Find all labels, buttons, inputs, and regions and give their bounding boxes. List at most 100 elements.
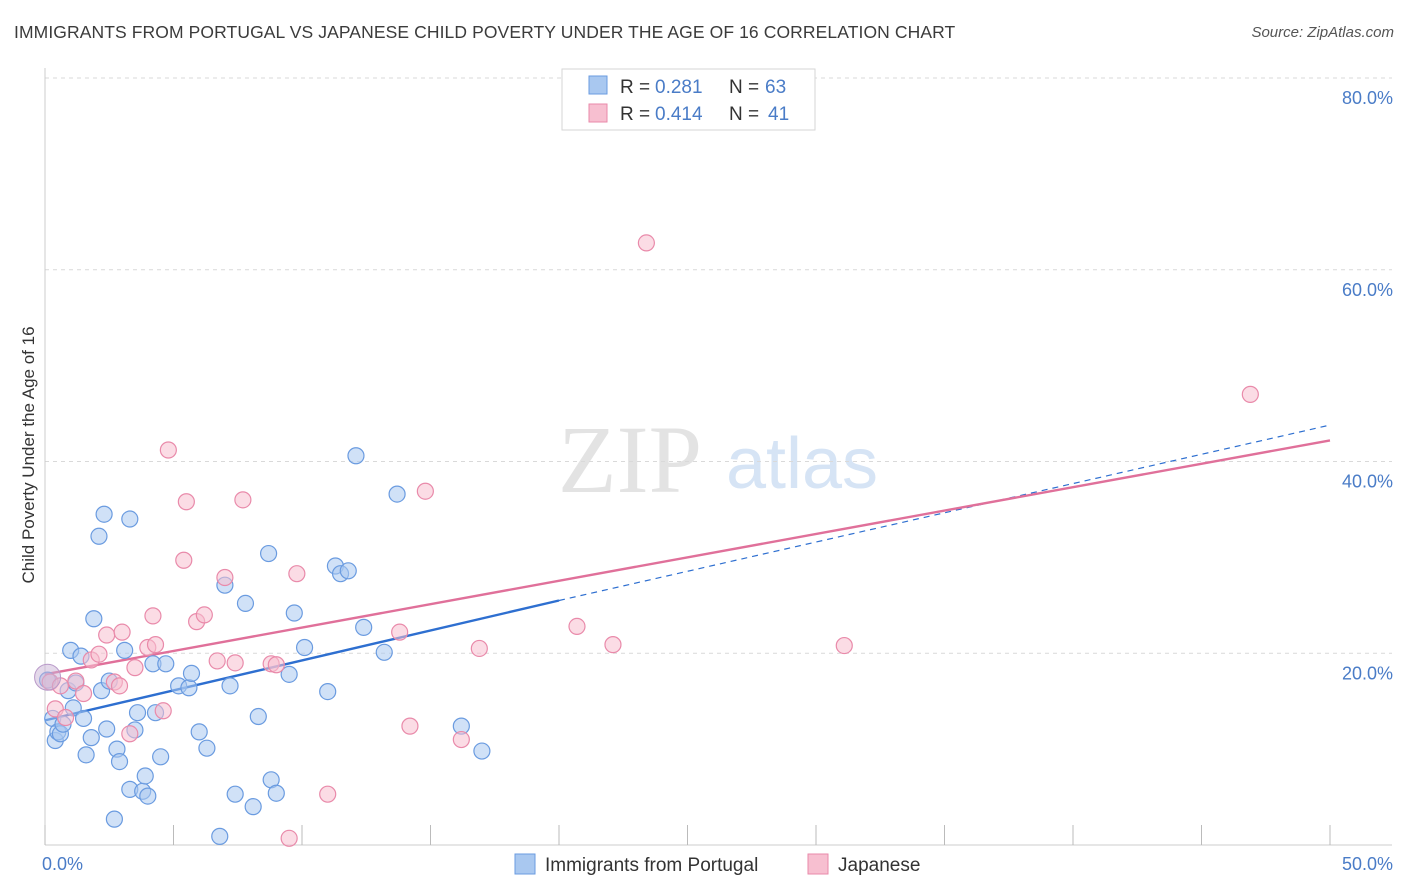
- point-pink-8: [98, 626, 116, 644]
- point-pink-19: [175, 551, 193, 569]
- point-pink-16: [146, 636, 165, 654]
- point-blue-47: [259, 544, 278, 563]
- point-pink-22: [195, 606, 213, 624]
- watermark: ZIP atlas: [558, 406, 878, 513]
- point-pink-12: [121, 725, 139, 743]
- point-pink-36: [470, 639, 488, 658]
- point-pink-23: [208, 652, 226, 670]
- point-blue-49: [267, 784, 285, 802]
- point-pink-26: [234, 491, 252, 509]
- point-blue-43: [226, 785, 244, 803]
- point-pink-4: [67, 672, 85, 690]
- legend-swatch-pink: [588, 103, 608, 123]
- bottom-legend-label-portugal: Immigrants from Portugal: [545, 855, 758, 876]
- source-label: Source: ZipAtlas.com: [1251, 24, 1394, 41]
- point-blue-29: [136, 767, 154, 785]
- point-blue-51: [285, 604, 303, 622]
- point-blue-20: [105, 810, 123, 828]
- point-blue-39: [198, 739, 216, 757]
- point-pink-37: [568, 617, 586, 636]
- point-blue-23: [116, 641, 134, 659]
- point-blue-11: [74, 709, 93, 728]
- axis-layer: 20.0% 40.0% 60.0% 80.0% 0.0% 50.0%: [42, 68, 1393, 874]
- point-blue-30: [139, 787, 157, 805]
- x-tick-label-50: 50.0%: [1342, 854, 1393, 874]
- point-pink-13: [126, 659, 144, 677]
- point-pink-28: [267, 656, 285, 674]
- y-tick-label-40: 40.0%: [1342, 472, 1393, 492]
- legend-r-label-1: R =: [620, 77, 650, 98]
- point-pink-7: [90, 645, 108, 663]
- point-blue-27: [128, 704, 147, 722]
- legend-swatch-blue: [588, 75, 608, 95]
- point-pink-35: [452, 730, 470, 749]
- bottom-legend-swatch-pink: [807, 853, 829, 875]
- point-blue-57: [347, 447, 365, 465]
- point-blue-60: [388, 485, 406, 503]
- trendline-pink: [44, 439, 1331, 676]
- point-blue-37: [182, 664, 201, 682]
- point-blue-14: [85, 610, 103, 628]
- y-tick-label-80: 80.0%: [1342, 88, 1393, 108]
- point-blue-17: [95, 505, 113, 523]
- point-blue-42: [221, 677, 239, 695]
- bottom-legend: Immigrants from Portugal Japanese: [514, 853, 920, 876]
- point-blue-33: [152, 748, 170, 766]
- point-blue-53: [319, 682, 337, 701]
- point-blue-59: [375, 643, 393, 661]
- point-blue-12: [77, 746, 95, 764]
- legend-r-label-2: R =: [620, 104, 650, 125]
- y-tick-label-20: 20.0%: [1342, 663, 1393, 683]
- points-layer: [34, 234, 1259, 847]
- point-blue-46: [249, 707, 267, 726]
- watermark-atlas: atlas: [726, 424, 878, 504]
- point-pink-29: [280, 829, 298, 847]
- bottom-legend-label-japanese: Japanese: [838, 855, 920, 876]
- trendline-blue: [44, 599, 560, 722]
- point-pink-25: [226, 654, 244, 672]
- point-pink-3: [56, 708, 75, 727]
- point-blue-58: [355, 618, 373, 636]
- point-blue-61: [473, 742, 491, 760]
- point-pink-40: [835, 636, 853, 655]
- point-blue-22: [110, 752, 129, 771]
- point-blue-36: [180, 679, 198, 697]
- point-pink-34: [416, 482, 434, 500]
- top-legend: R = 0.281 N = 63 R = 0.414 N = 41: [561, 68, 816, 131]
- point-blue-50: [280, 665, 298, 683]
- point-blue-45: [244, 798, 262, 816]
- point-blue-15: [90, 527, 108, 545]
- legend-r-value-1: 0.281: [655, 77, 703, 98]
- point-pink-5: [74, 684, 93, 703]
- point-pink-24: [216, 568, 234, 587]
- legend-n-label-2: N =: [729, 104, 759, 125]
- watermark-zip: ZIP: [558, 406, 702, 513]
- point-pink-18: [159, 441, 177, 459]
- legend-n-label-1: N =: [729, 77, 759, 98]
- point-blue-13: [82, 729, 100, 747]
- point-pink-41: [1241, 385, 1259, 403]
- point-pink-32: [391, 623, 409, 641]
- point-pink-33: [401, 717, 419, 735]
- point-blue-44: [236, 594, 255, 612]
- legend-r-value-2: 0.414: [655, 104, 703, 125]
- y-tick-label-60: 60.0%: [1342, 280, 1393, 300]
- point-blue-24: [121, 510, 139, 528]
- point-blue-40: [211, 827, 229, 845]
- point-blue-52: [295, 638, 314, 657]
- point-pink-31: [319, 785, 337, 803]
- grid-layer: [45, 77, 1392, 654]
- point-pink-10: [110, 677, 129, 695]
- point-pink-20: [177, 493, 195, 511]
- point-pink-15: [144, 607, 162, 625]
- point-pink-38: [604, 636, 622, 654]
- point-blue-34: [157, 655, 175, 673]
- legend-n-value-2: 41: [768, 104, 789, 125]
- bottom-legend-swatch-blue: [514, 853, 536, 875]
- x-tick-label-0: 0.0%: [42, 854, 83, 874]
- point-blue-18: [98, 720, 116, 738]
- trend-layer: [44, 424, 1331, 722]
- point-blue-38: [190, 723, 208, 741]
- point-overlap-cluster: [34, 663, 62, 691]
